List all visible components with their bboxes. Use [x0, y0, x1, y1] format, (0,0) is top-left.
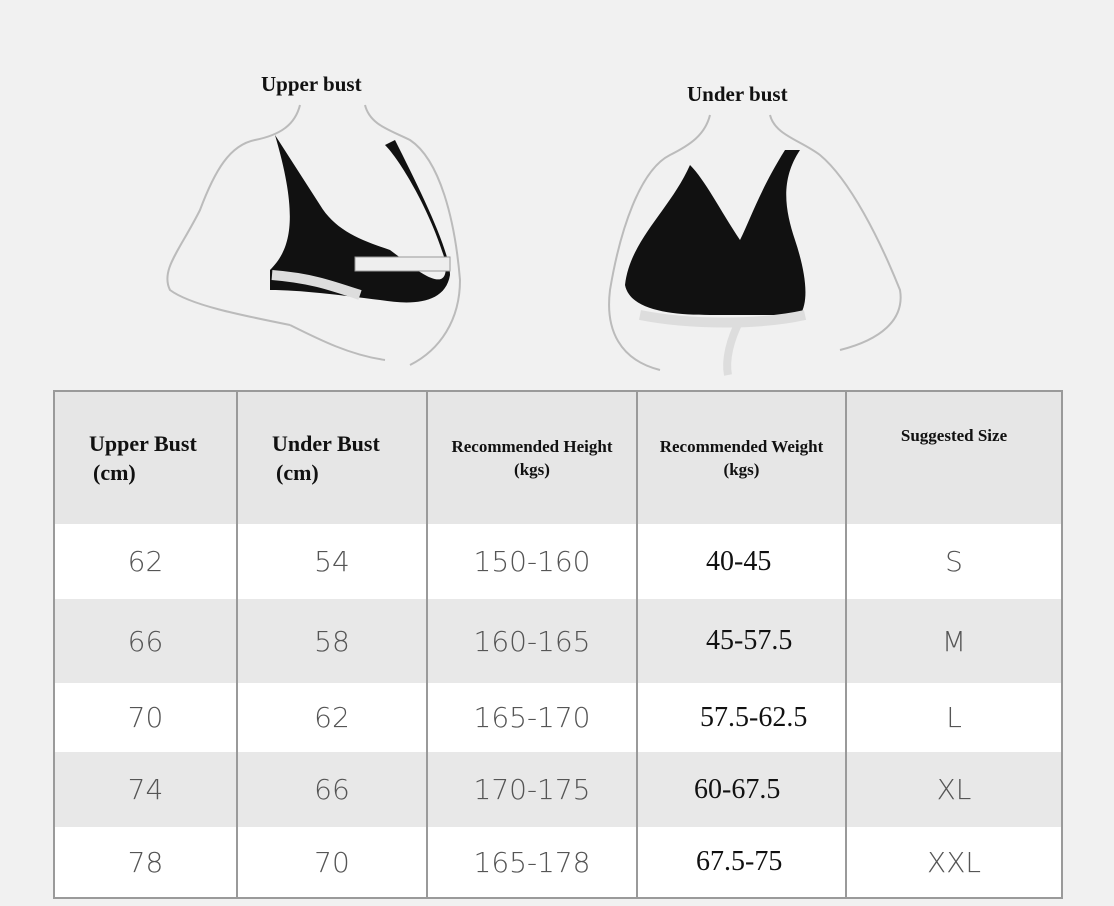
cell-height: 165-170	[426, 683, 638, 752]
cell-size: L	[845, 683, 1063, 752]
header-text: Under Bust	[272, 431, 380, 456]
cell-weight: 67.5-75	[636, 827, 847, 898]
upper-bust-label: Upper bust	[261, 72, 362, 96]
cell-height: 160-165	[426, 599, 638, 683]
cell-weight: 45-57.5	[636, 599, 847, 683]
header-under-bust: Under Bust (cm)	[236, 391, 428, 524]
under-bust-label: Under bust	[687, 82, 788, 106]
size-chart-table: Upper Bust (cm) Under Bust (cm) Recommende…	[53, 390, 1063, 899]
cell-size: XL	[845, 752, 1063, 827]
table-row: 66 58 160-165 45-57.5 M	[53, 599, 1063, 683]
cell-height: 165-178	[426, 827, 638, 898]
cell-size: XXL	[845, 827, 1063, 898]
header-weight: Recommended Weight (kgs)	[636, 391, 847, 524]
cell-under-bust: 70	[236, 827, 428, 898]
cell-upper-bust: 78	[53, 827, 238, 898]
cell-height: 170-175	[426, 752, 638, 827]
table-row: 70 62 165-170 57.5-62.5 L	[53, 683, 1063, 752]
upper-bust-illustration	[166, 104, 462, 366]
table-row: 74 66 170-175 60-67.5 XL	[53, 752, 1063, 827]
cell-size: S	[845, 524, 1063, 599]
cell-height: 150-160	[426, 524, 638, 599]
header-size: Suggested Size	[845, 391, 1063, 524]
cell-upper-bust: 74	[53, 752, 238, 827]
header-text: Upper Bust	[89, 431, 197, 456]
cell-weight: 40-45	[636, 524, 847, 599]
cell-weight: 60-67.5	[636, 752, 847, 827]
table-row: 62 54 150-160 40-45 S	[53, 524, 1063, 599]
cell-under-bust: 54	[236, 524, 428, 599]
header-height: Recommended Height (kgs)	[426, 391, 638, 524]
header-text: Suggested Size	[900, 426, 1008, 445]
cell-under-bust: 58	[236, 599, 428, 683]
cell-upper-bust: 70	[53, 683, 238, 752]
cell-under-bust: 66	[236, 752, 428, 827]
header-text: Recommended Weight	[659, 437, 824, 456]
header-upper-bust: Upper Bust (cm)	[53, 391, 238, 524]
cell-upper-bust: 62	[53, 524, 238, 599]
cell-weight: 57.5-62.5	[636, 683, 847, 752]
cell-size: M	[845, 599, 1063, 683]
header-unit: (cm)	[276, 460, 319, 485]
table-header-row: Upper Bust (cm) Under Bust (cm) Recommende…	[53, 391, 1063, 524]
header-unit: (cm)	[93, 460, 136, 485]
header-unit: (kgs)	[723, 460, 760, 479]
cell-upper-bust: 66	[53, 599, 238, 683]
table-row: 78 70 165-178 67.5-75 XXL	[53, 827, 1063, 898]
cell-under-bust: 62	[236, 683, 428, 752]
header-unit: (kgs)	[514, 460, 550, 479]
header-text: Recommended Height	[451, 437, 613, 456]
under-bust-illustration	[608, 114, 902, 376]
